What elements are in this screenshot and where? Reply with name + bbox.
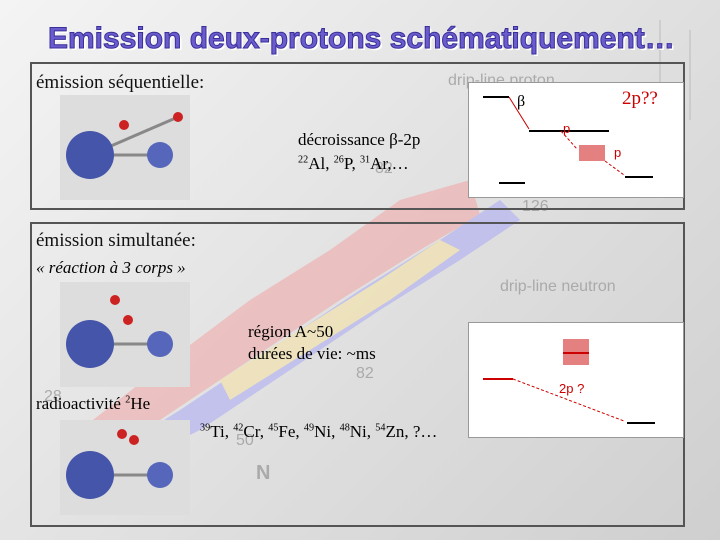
resonance	[579, 145, 605, 161]
bg-label: 50	[236, 432, 254, 449]
mass-number: 39	[200, 422, 211, 434]
element-symbol: Ni	[349, 422, 367, 441]
diagram-label: β	[517, 93, 526, 110]
separator: ,…	[387, 154, 409, 173]
mass-number: 2	[125, 394, 131, 406]
decay-diagram: 2p ?	[468, 322, 684, 438]
separator: ,	[366, 422, 376, 441]
radioactivity-label: radioactivité 2He	[36, 394, 150, 414]
nuclide-bands	[60, 180, 520, 480]
label-text: radioactivité	[36, 394, 126, 413]
lifetime-label: durées de vie: ~ms	[248, 344, 376, 363]
diagram-label: p	[563, 121, 571, 136]
nucleus	[147, 331, 173, 357]
question-label: 2p??	[622, 88, 658, 109]
mass-number: 48	[339, 422, 350, 434]
sequential-box	[30, 62, 685, 210]
diagram-lines	[483, 96, 653, 184]
mass-number: 22	[298, 154, 309, 166]
arrow	[560, 130, 578, 150]
diagram-label: 2p ?	[559, 381, 585, 396]
element-symbol: Fe	[278, 422, 296, 441]
nucleus	[66, 451, 114, 499]
bg-label: 82	[375, 160, 393, 177]
mass-number: 45	[268, 422, 279, 434]
mass-number: 31	[359, 154, 371, 166]
separator: ,	[351, 154, 360, 173]
proton	[119, 120, 129, 130]
separator: ,	[331, 422, 340, 441]
band	[220, 240, 460, 400]
separator: ,	[224, 422, 234, 441]
mass-number: 49	[303, 422, 315, 434]
nucleus-cartoon	[60, 282, 190, 387]
band	[60, 180, 480, 470]
element-symbol: Zn	[385, 422, 405, 441]
element-symbol: Cr	[243, 422, 260, 441]
section-heading: émission simultanée:	[36, 230, 196, 251]
decay-label: décroissance β-2p	[298, 130, 421, 149]
bg-label: N	[256, 462, 271, 484]
bg-label: 126	[522, 198, 549, 215]
element-symbol: Al	[308, 154, 326, 173]
simultaneous-box	[30, 222, 685, 527]
proton	[173, 112, 183, 122]
separator: ,	[325, 154, 334, 173]
bg-label: 82	[356, 365, 374, 382]
proton	[123, 315, 133, 325]
mass-number: 26	[333, 154, 344, 166]
diagram-label: p	[614, 145, 622, 160]
separator: , ?…	[404, 422, 438, 441]
element-symbol: He	[130, 394, 151, 413]
section-subheading: « réaction à 3 corps »	[36, 258, 186, 277]
nucleus	[66, 320, 114, 368]
diagram-lines	[483, 339, 655, 424]
separator: ,	[259, 422, 269, 441]
element-symbol: P	[343, 154, 352, 173]
element-symbol: Ti	[210, 422, 225, 441]
mass-number: 42	[233, 422, 244, 434]
bg-label: 28	[44, 388, 62, 405]
region-label: région A~50	[248, 322, 334, 341]
proton	[129, 435, 139, 445]
nucleus-cartoon	[60, 420, 190, 515]
slide-title: Emission deux-protons schématiquement…	[48, 22, 676, 56]
bg-label: drip-line neutron	[500, 278, 616, 295]
arrow	[508, 96, 530, 130]
arrow	[604, 160, 625, 176]
element-symbol: Ar	[370, 154, 388, 173]
nuclei-list: 39Ti, 42Cr, 45Fe, 49Ni, 48Ni, 54Zn, ?…	[200, 422, 437, 442]
nucleus-cartoon	[60, 95, 190, 200]
element-symbol: Ni	[314, 422, 332, 441]
nucleus	[147, 462, 173, 488]
nuclei-list: 22Al, 26P, 31Ar,…	[298, 154, 409, 174]
nucleus	[66, 131, 114, 179]
section-heading: émission séquentielle:	[36, 72, 205, 93]
separator: ,	[295, 422, 304, 441]
proton	[117, 429, 127, 439]
decay-diagram: β p p	[468, 82, 684, 198]
mass-number: 54	[375, 422, 386, 434]
proton	[110, 295, 120, 305]
nucleus	[147, 142, 173, 168]
